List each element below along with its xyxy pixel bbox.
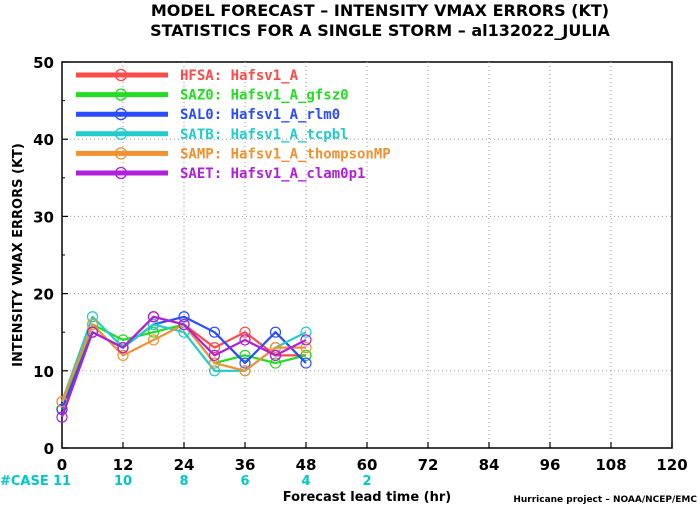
- data-point: [178, 318, 190, 331]
- data-point: [147, 318, 160, 331]
- data-point: [86, 318, 99, 331]
- x-tick-label: 24: [174, 456, 195, 474]
- data-point: [239, 357, 251, 369]
- legend-marker: [114, 68, 128, 82]
- y-tick-label: 0: [44, 440, 54, 458]
- case-count: 4: [301, 474, 310, 489]
- legend-marker: [114, 88, 128, 101]
- x-tick-label: 48: [296, 456, 317, 474]
- x-tick-label: 12: [113, 456, 134, 474]
- data-point: [208, 365, 221, 377]
- data-point: [300, 334, 312, 346]
- data-point: [269, 326, 282, 338]
- y-axis-label: INTENSITY VMAX ERRORS (KT): [11, 143, 26, 367]
- legend-label: SAL0: Hafsv1_A_rlm0: [180, 107, 340, 123]
- legend-item-4: SAMP: Hafsv1_A_thompsonMP: [76, 146, 391, 162]
- x-axis-label: Forecast lead time (hr): [283, 490, 451, 505]
- data-point: [86, 326, 99, 338]
- legend-label: SAMP: Hafsv1_A_thompsonMP: [180, 146, 391, 162]
- x-tick-label: 96: [540, 456, 561, 474]
- data-point: [86, 311, 99, 323]
- x-tick-label: 0: [57, 456, 67, 474]
- credit-text: Hurricane project – NOAA/NCEP/EMC: [513, 495, 697, 505]
- x-tick-label: 120: [656, 456, 687, 474]
- chart-subtitle: STATISTICS FOR A SINGLE STORM – al132022…: [150, 21, 610, 40]
- data-point: [208, 349, 221, 361]
- grid: [62, 62, 672, 448]
- series-line: [60, 315, 307, 418]
- legend-item-5: SAET: Hafsv1_A_clam0p1: [76, 166, 365, 182]
- x-tick-label: 108: [595, 456, 626, 474]
- data-point: [147, 311, 160, 323]
- axis-ticks: 0 12 24 36 48 60 72 84 96 108 120 0 10 20 30 40 50: [33, 54, 688, 474]
- data-point: [147, 326, 160, 338]
- data-point: [208, 342, 221, 354]
- data-point: [147, 334, 160, 346]
- data-point: [300, 342, 312, 354]
- legend-item-2: SAL0: Hafsv1_A_rlm0: [76, 107, 340, 123]
- chart-title: MODEL FORECAST – INTENSITY VMAX ERRORS (…: [151, 1, 609, 20]
- case-label: #CASE: [0, 474, 49, 489]
- data-point: [300, 349, 312, 361]
- data-point: [117, 334, 129, 346]
- y-tick-label: 10: [33, 363, 54, 381]
- legend-label: SAZ0: Hafsv1_A_gfsz0: [180, 88, 349, 104]
- legend-label: SATB: Hafsv1_A_tcpbl: [180, 127, 349, 143]
- legend-marker: [114, 166, 128, 180]
- case-counts: #CASE 11 10 8 6 4 2: [0, 474, 372, 489]
- data-point: [56, 411, 68, 423]
- legend-item-1: SAZ0: Hafsv1_A_gfsz0: [76, 88, 349, 104]
- legend: HFSA: Hafsv1_A SAZ0: Hafsv1_A_gfsz0 SAL0: …: [76, 68, 391, 182]
- data-point: [300, 357, 312, 369]
- y-tick-label: 30: [33, 208, 54, 226]
- x-tick-label: 60: [357, 456, 378, 474]
- data-point: [239, 349, 251, 361]
- y-tick-label: 50: [33, 54, 54, 72]
- data-point: [300, 326, 312, 338]
- data-point: [208, 326, 221, 338]
- data-point: [117, 342, 129, 354]
- y-tick-label: 40: [33, 131, 54, 149]
- data-point: [269, 342, 282, 354]
- legend-label: HFSA: Hafsv1_A: [180, 68, 299, 84]
- case-count: 8: [179, 474, 188, 489]
- case-count: 2: [362, 474, 371, 489]
- case-count: 6: [240, 474, 249, 489]
- legend-item-3: SATB: Hafsv1_A_tcpbl: [76, 127, 349, 143]
- legend-item-0: HFSA: Hafsv1_A: [76, 68, 299, 84]
- data-point: [117, 349, 129, 361]
- data-point: [208, 357, 221, 369]
- legend-marker: [114, 127, 128, 140]
- data-point: [269, 357, 282, 369]
- x-tick-label: 72: [418, 456, 439, 474]
- case-count: 11: [53, 474, 71, 489]
- data-point: [239, 326, 251, 338]
- series-group: [56, 311, 312, 423]
- x-tick-label: 36: [235, 456, 256, 474]
- x-tick-label: 84: [479, 456, 500, 474]
- legend-marker: [114, 108, 128, 121]
- legend-label: SAET: Hafsv1_A_clam0p1: [180, 166, 365, 182]
- case-count: 10: [114, 474, 132, 489]
- series-5: [56, 311, 312, 423]
- legend-marker: [114, 147, 128, 160]
- data-point: [269, 349, 282, 361]
- data-point: [239, 365, 251, 377]
- data-point: [239, 334, 251, 346]
- y-tick-label: 20: [33, 286, 54, 304]
- data-point: [178, 311, 190, 323]
